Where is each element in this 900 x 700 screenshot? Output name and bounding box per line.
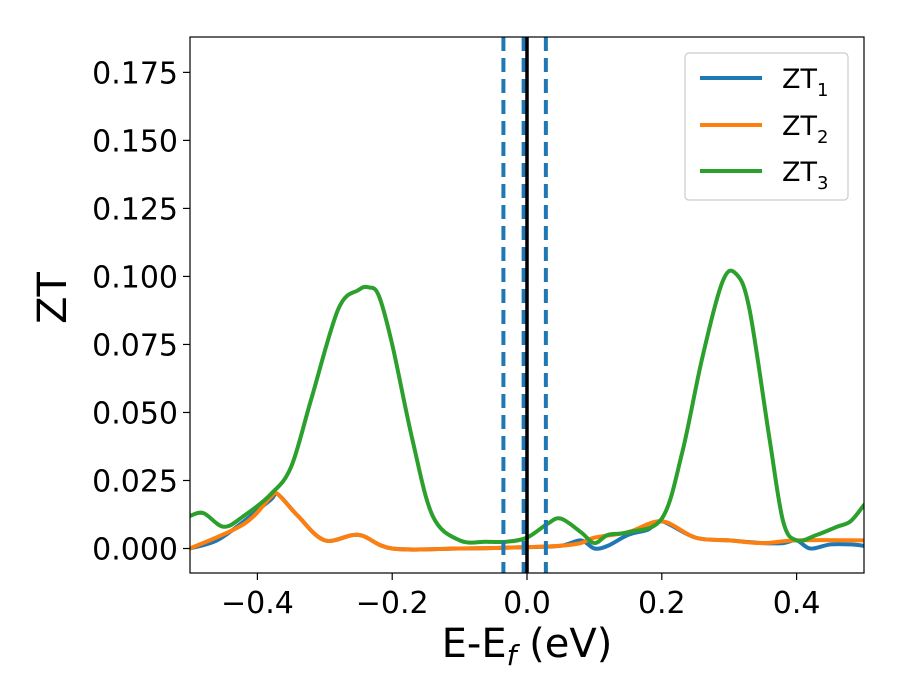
series-lines xyxy=(190,37,864,573)
x-tick-label-4: 0.2 xyxy=(638,586,686,621)
legend-box xyxy=(684,52,849,201)
y-tick-label-6: 0.125 xyxy=(92,192,178,227)
y-tick-label-8: 0.175 xyxy=(92,56,178,91)
x-tick-label-3: 0.0 xyxy=(503,586,551,621)
x-tick-label-5: 0.4 xyxy=(773,586,821,621)
y-axis-label: ZT xyxy=(30,272,76,324)
y-tick-label-3: 0.050 xyxy=(92,396,178,431)
x-axis-label: E-Ef (eV) xyxy=(442,621,613,672)
y-tick-label-7: 0.150 xyxy=(92,124,178,159)
axes: −0.4 −0.2 0.0 0.2 0.4 0.000 0.025 0.050 0.075 0.1… xyxy=(92,36,865,621)
y-tick-label-4: 0.075 xyxy=(92,328,178,363)
series-line-3 xyxy=(190,268,864,546)
legend-entry-3: ZT3 xyxy=(700,157,828,194)
x-tick-label-1: −0.4 xyxy=(221,586,294,621)
x-axis-label-main: E-E xyxy=(442,621,507,667)
y-tick-label-1: 0.000 xyxy=(92,533,178,568)
legend-label-1: ZT1 xyxy=(782,64,828,101)
legend-label-3: ZT3 xyxy=(782,157,828,194)
legend-label-2: ZT2 xyxy=(782,111,828,148)
x-tick-label-2: −0.2 xyxy=(356,586,429,621)
legend: ZT1 ZT2 ZT3 xyxy=(684,52,849,201)
legend-entry-2: ZT2 xyxy=(700,111,828,148)
y-tick-label-5: 0.100 xyxy=(92,260,178,295)
x-axis-label-unit: (eV) xyxy=(516,621,612,667)
y-tick-label-2: 0.025 xyxy=(92,464,178,499)
legend-entry-1: ZT1 xyxy=(700,64,828,101)
